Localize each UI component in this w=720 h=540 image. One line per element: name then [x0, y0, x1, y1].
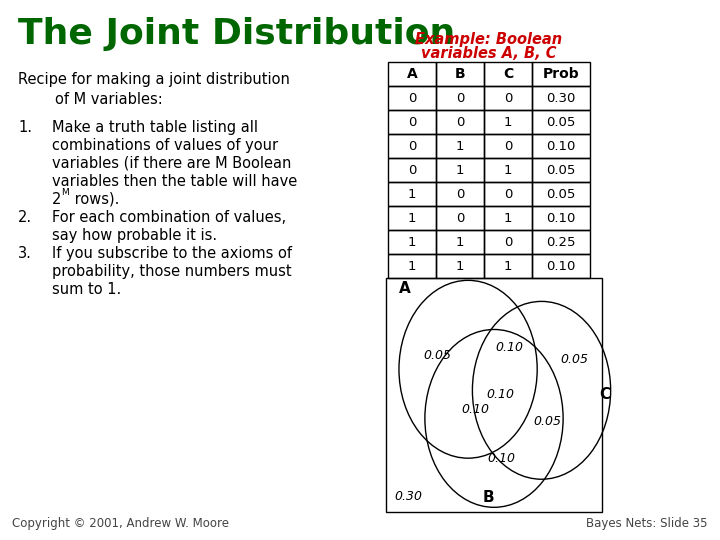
Text: 0.30: 0.30 — [546, 91, 576, 105]
Text: 1: 1 — [456, 260, 464, 273]
Text: 0: 0 — [504, 235, 512, 248]
Text: 0.05: 0.05 — [561, 353, 589, 366]
Text: Copyright © 2001, Andrew W. Moore: Copyright © 2001, Andrew W. Moore — [12, 517, 229, 530]
Text: 0.10: 0.10 — [461, 403, 489, 416]
Text: Example: Boolean: Example: Boolean — [415, 32, 562, 47]
Text: B: B — [482, 490, 494, 505]
Text: 0: 0 — [408, 91, 416, 105]
Text: combinations of values of your: combinations of values of your — [52, 138, 278, 153]
Text: 1: 1 — [504, 164, 512, 177]
Text: 0: 0 — [456, 116, 464, 129]
Text: 1: 1 — [408, 187, 416, 200]
Text: Bayes Nets: Slide 35: Bayes Nets: Slide 35 — [587, 517, 708, 530]
Text: 0.05: 0.05 — [423, 349, 451, 362]
Text: Make a truth table listing all: Make a truth table listing all — [52, 120, 258, 135]
Text: 1: 1 — [456, 139, 464, 152]
Text: rows).: rows). — [70, 192, 120, 207]
Text: 0.05: 0.05 — [533, 415, 561, 428]
Text: 1: 1 — [456, 235, 464, 248]
Text: sum to 1.: sum to 1. — [52, 282, 121, 297]
Text: A: A — [407, 67, 418, 81]
Text: If you subscribe to the axioms of: If you subscribe to the axioms of — [52, 246, 292, 261]
Text: 2: 2 — [52, 192, 61, 207]
Text: 0: 0 — [408, 116, 416, 129]
Text: 1: 1 — [504, 260, 512, 273]
Text: 0: 0 — [456, 212, 464, 225]
Text: 0: 0 — [456, 187, 464, 200]
Text: Prob: Prob — [543, 67, 580, 81]
Text: 1: 1 — [408, 260, 416, 273]
Text: 0.05: 0.05 — [546, 164, 576, 177]
Text: 0.25: 0.25 — [546, 235, 576, 248]
Text: Recipe for making a joint distribution: Recipe for making a joint distribution — [18, 72, 290, 87]
Text: The Joint Distribution: The Joint Distribution — [18, 17, 455, 51]
Text: 3.: 3. — [18, 246, 32, 261]
Text: 0.05: 0.05 — [546, 116, 576, 129]
Text: 0.10: 0.10 — [487, 388, 515, 402]
Text: C: C — [503, 67, 513, 81]
Text: 0.10: 0.10 — [546, 260, 576, 273]
Text: variables A, B, C: variables A, B, C — [421, 46, 557, 61]
Text: 0: 0 — [504, 91, 512, 105]
Text: variables then the table will have: variables then the table will have — [52, 174, 297, 189]
Text: 0: 0 — [504, 187, 512, 200]
Text: A: A — [399, 281, 411, 296]
Text: 0.10: 0.10 — [546, 212, 576, 225]
Text: 0.05: 0.05 — [546, 187, 576, 200]
Text: 0.10: 0.10 — [487, 452, 515, 465]
Text: 0: 0 — [408, 164, 416, 177]
Text: B: B — [455, 67, 465, 81]
Text: 1: 1 — [408, 212, 416, 225]
Text: variables (if there are M Boolean: variables (if there are M Boolean — [52, 156, 292, 171]
Text: For each combination of values,: For each combination of values, — [52, 210, 286, 225]
Text: 1: 1 — [504, 116, 512, 129]
Text: M: M — [61, 188, 68, 197]
Text: 0.10: 0.10 — [495, 341, 523, 354]
Text: 0.10: 0.10 — [546, 139, 576, 152]
Text: 1: 1 — [504, 212, 512, 225]
Text: 0.30: 0.30 — [394, 489, 422, 503]
Text: 1: 1 — [456, 164, 464, 177]
Text: of M variables:: of M variables: — [55, 92, 163, 107]
Text: 1: 1 — [408, 235, 416, 248]
Text: C: C — [599, 387, 611, 402]
Text: 0: 0 — [456, 91, 464, 105]
Text: probability, those numbers must: probability, those numbers must — [52, 264, 292, 279]
Text: 2.: 2. — [18, 210, 32, 225]
Text: 0: 0 — [504, 139, 512, 152]
Text: 0: 0 — [408, 139, 416, 152]
Text: 1.: 1. — [18, 120, 32, 135]
Text: say how probable it is.: say how probable it is. — [52, 228, 217, 243]
